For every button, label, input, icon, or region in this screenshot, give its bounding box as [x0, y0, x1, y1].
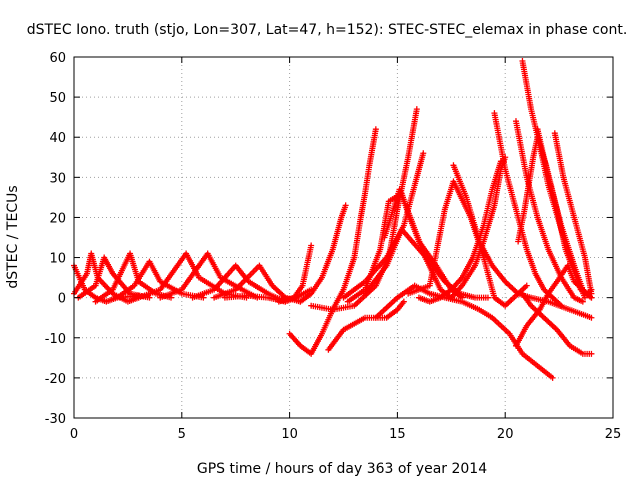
x-tick-label: 20: [497, 427, 514, 442]
point-marker: [484, 294, 491, 301]
series-4: [92, 250, 175, 305]
x-tick-label: 10: [281, 427, 298, 442]
series-2: [71, 250, 142, 305]
x-tick-label: 25: [605, 427, 622, 442]
y-tick-label: -30: [45, 412, 66, 427]
series-12: [286, 126, 379, 357]
series-11: [275, 242, 315, 305]
point-marker: [372, 126, 379, 133]
series-15: [325, 298, 407, 353]
point-marker: [420, 150, 427, 157]
x-tick-label: 5: [178, 427, 186, 442]
point-marker: [558, 302, 565, 309]
y-tick-label: 40: [49, 131, 66, 146]
series-25: [512, 118, 586, 305]
y-tick-label: 10: [49, 252, 66, 267]
point-marker: [200, 294, 207, 301]
y-tick-label: 60: [49, 51, 66, 66]
x-tick-label: 15: [389, 427, 406, 442]
point-marker: [581, 294, 588, 301]
data-points: [71, 58, 595, 381]
point-marker: [308, 242, 315, 249]
point-marker: [549, 374, 556, 381]
point-marker: [588, 286, 595, 293]
point-marker: [523, 282, 530, 289]
point-marker: [588, 314, 595, 321]
series-8: [189, 262, 289, 305]
chart-title: dSTEC Iono. truth (stjo, Lon=307, Lat=47…: [27, 22, 628, 38]
point-marker: [413, 106, 420, 113]
y-tick-label: 20: [49, 211, 66, 226]
y-tick-label: 50: [49, 91, 66, 106]
point-marker: [168, 294, 175, 301]
series-31: [512, 262, 595, 349]
y-tick-label: 0: [58, 292, 66, 307]
x-axis-label: GPS time / hours of day 363 of year 2014: [197, 461, 487, 477]
y-tick-label: -20: [45, 372, 66, 387]
point-marker: [146, 294, 153, 301]
point-marker: [588, 350, 595, 357]
y-tick-label: 30: [49, 171, 66, 186]
x-tick-label: 0: [70, 427, 78, 442]
series-20: [372, 282, 556, 381]
series-29: [551, 130, 595, 297]
axis-ticks: 0 5 10 15 20 25 -30 -20 -10 0 10 20 30 40 50 60: [45, 51, 622, 442]
point-marker: [342, 202, 349, 209]
point-marker: [400, 298, 407, 305]
plot-frame: [73, 56, 614, 419]
series-13: [297, 202, 349, 305]
y-axis-label: dSTEC / TECUs: [5, 185, 21, 288]
point-marker: [579, 298, 586, 305]
y-tick-label: -10: [45, 332, 66, 347]
